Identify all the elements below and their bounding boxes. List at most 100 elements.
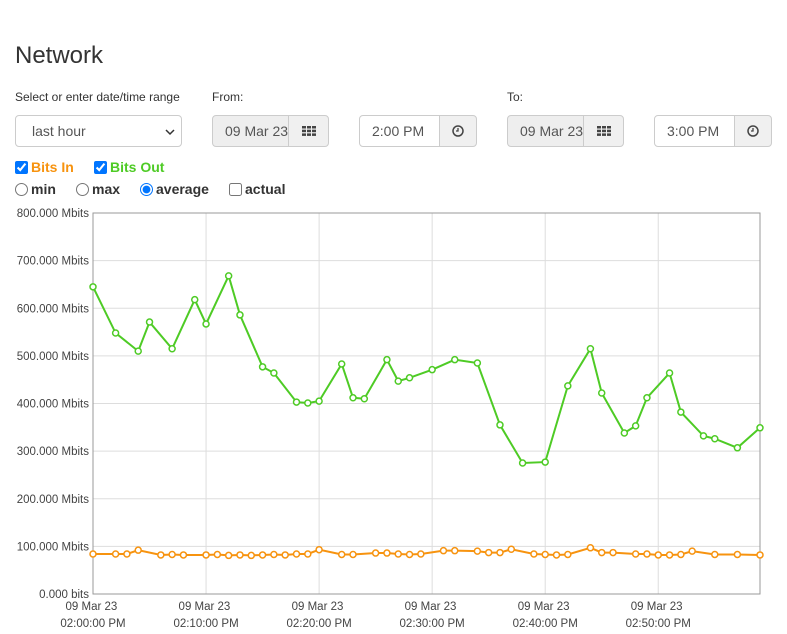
from-date-button[interactable] [288,115,329,147]
series-line [92,273,761,465]
x-tick-date: 09 Mar 23 [292,601,347,613]
x-tick-time: 02:10:00 PM [173,618,238,630]
x-tick-time: 02:20:00 PM [286,618,351,630]
y-tick-label: 600.000 Mbits [17,303,89,315]
data-point [586,344,595,353]
to-date-button[interactable] [583,115,624,147]
data-point [597,389,606,397]
series-toggle[interactable]: Bits Out [94,159,164,175]
data-point [586,544,595,552]
data-point [643,394,651,402]
x-tick-date: 09 Mar 23 [405,601,460,613]
data-point [654,551,663,559]
actual-option[interactable]: actual [229,181,285,197]
data-point [337,550,346,559]
data-point [134,347,142,355]
data-point [349,550,357,559]
data-point [428,365,436,374]
option-label: min [31,181,56,197]
to-label: To: [507,90,524,104]
data-point [496,548,504,557]
x-tick-label: 09 Mar 23 02:50:00 PM [626,601,691,630]
data-point [202,320,210,328]
data-point [756,424,764,432]
data-point [281,551,289,559]
data-point [756,551,764,559]
data-point [609,548,617,557]
data-point [688,547,696,555]
data-point [145,318,154,326]
data-point [552,551,561,559]
data-point [349,394,357,402]
stat-option[interactable]: max [76,181,120,197]
data-point [168,344,176,353]
data-point [360,394,369,403]
data-point [371,549,380,557]
data-point [292,550,301,558]
data-point [168,550,176,559]
data-point [111,329,120,337]
data-point [337,360,346,368]
data-point [541,550,549,559]
x-tick-date: 09 Mar 23 [66,601,121,613]
data-point [383,549,391,557]
data-point [123,550,131,558]
y-tick-label: 700.000 Mbits [17,256,89,268]
option-label: actual [245,181,286,197]
data-point [417,550,425,558]
select-arrow [165,129,175,136]
checkbox[interactable] [94,160,107,174]
series-toggle[interactable]: Bits In [15,159,74,175]
data-point [383,355,391,364]
x-tick-label: 09 Mar 23 02:00:00 PM [60,601,125,630]
from-time[interactable]: 2:00 PM [359,115,440,147]
from-date[interactable]: 09 Mar 23 [212,115,289,147]
clock-icon [452,125,464,137]
y-tick-label: 300.000 Mbits [17,446,89,458]
data-point [405,374,414,382]
data-point [665,369,674,377]
data-point [394,377,402,385]
data-point [541,458,549,466]
data-point [202,551,210,559]
clock-icon [747,125,759,137]
data-point [179,551,188,559]
stat-option[interactable]: average [140,181,209,197]
data-point [473,547,482,555]
data-point [270,369,278,377]
data-point [439,546,448,555]
radio[interactable] [140,182,153,196]
to-date[interactable]: 09 Mar 23 [507,115,584,147]
data-point [530,550,538,558]
x-tick-date: 09 Mar 23 [631,601,686,613]
checkbox[interactable] [229,182,242,196]
data-point [190,295,199,304]
to-time[interactable]: 3:00 PM [654,115,735,147]
data-point [236,551,244,559]
from-time-button[interactable] [439,115,477,147]
y-tick-label: 0.000 bits [39,589,89,601]
data-point [484,548,493,557]
grid-icon [596,126,611,136]
radio[interactable] [15,182,28,196]
to-time-button[interactable] [734,115,772,147]
y-tick-label: 500.000 Mbits [17,351,89,363]
data-point [507,545,516,553]
data-point [213,550,222,559]
x-tick-label: 09 Mar 23 02:20:00 PM [286,601,351,630]
checkbox[interactable] [15,160,28,174]
data-point [134,546,142,554]
radio[interactable] [76,182,89,196]
data-point [451,546,459,555]
stat-option[interactable]: min [15,181,56,197]
page-title: Network [15,42,104,69]
range-select[interactable]: last hour [15,115,182,147]
x-tick-date: 09 Mar 23 [518,601,573,613]
data-point [315,545,323,554]
data-point [224,551,233,560]
data-point [89,283,97,291]
data-point [677,550,685,559]
x-tick-time: 02:30:00 PM [400,618,465,630]
data-point [270,550,278,559]
